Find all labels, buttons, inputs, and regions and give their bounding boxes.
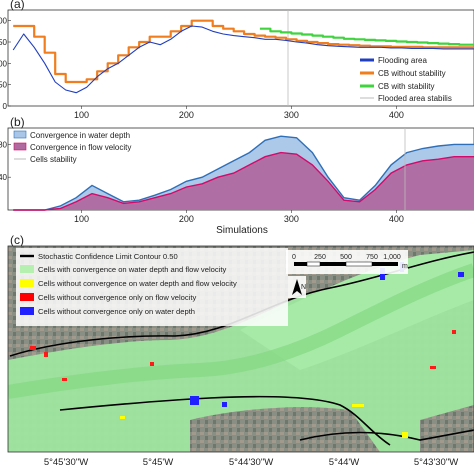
scale-label-250: 250 bbox=[314, 254, 326, 261]
panel-a-label: (a) bbox=[10, 0, 25, 11]
legend-yellow-swatch bbox=[20, 279, 34, 287]
panel-a-xtick: 100 bbox=[74, 110, 89, 120]
scale-seg-5 bbox=[372, 262, 398, 266]
panel-a-ytick: 50 bbox=[0, 38, 8, 47]
legend-yellow-label: Cells without convergence on water depth… bbox=[38, 279, 237, 288]
panel-a-xtick: 400 bbox=[389, 110, 404, 120]
scale-bar: 0 250 500 750 1,000 m bbox=[286, 250, 408, 274]
legend-vel-swatch bbox=[13, 142, 27, 151]
legend-depth-label: Convergence in water depth bbox=[30, 131, 130, 140]
legend-vel-label: Convergence in flow velocity bbox=[30, 143, 131, 152]
area-convergence-in-flow-velocity bbox=[13, 152, 474, 210]
scale-seg-3 bbox=[320, 262, 346, 266]
series-cb-without-stability bbox=[13, 19, 474, 84]
panel-a-ytick: 00 bbox=[0, 17, 8, 26]
panel-b-xtick: 200 bbox=[179, 214, 194, 224]
north-label: N bbox=[301, 284, 306, 291]
panel-b-xticks: 100 200 300 400 bbox=[74, 210, 404, 224]
panel-a-ytick: 0 bbox=[3, 102, 8, 111]
urban-south bbox=[190, 407, 380, 452]
scale-seg-2 bbox=[306, 261, 321, 267]
legend-red-swatch bbox=[20, 293, 34, 301]
map-frame bbox=[7, 245, 474, 453]
scale-label-0: 0 bbox=[292, 254, 296, 261]
series-cb-with-stability bbox=[259, 27, 474, 46]
legend-green-swatch bbox=[20, 265, 34, 273]
north-arrow: N bbox=[288, 276, 306, 298]
scale-unit: m bbox=[402, 263, 408, 270]
panel-b-legend: Convergence in water depth Convergence i… bbox=[13, 130, 131, 164]
panel-c-label: (c) bbox=[10, 233, 24, 247]
legend-cb-without-label: CB without stability bbox=[378, 69, 446, 78]
legend-depth-swatch bbox=[13, 130, 27, 139]
legend-cb-with-label: CB with stability bbox=[378, 82, 434, 91]
legend-red-label: Cells without convergence only on flow v… bbox=[38, 293, 196, 302]
panel-c: (c) bbox=[7, 233, 474, 453]
legend-blue-label: Cells without convergence only on water … bbox=[38, 307, 195, 316]
legend-cells-stab-label: Cells stability bbox=[30, 155, 77, 164]
panel-b-xtick: 100 bbox=[74, 214, 89, 224]
legend-blue-swatch bbox=[20, 307, 34, 315]
panel-b-ytick: 40 bbox=[0, 173, 8, 182]
lon-label-5: 5°43'30"W bbox=[414, 457, 458, 468]
lon-label-2: 5°45'W bbox=[143, 457, 173, 468]
river-channel bbox=[8, 263, 474, 399]
line-convergence-in-water-depth bbox=[13, 135, 474, 211]
panel-a: (a) 00 50 00 50 0 Flooding area CB without s… bbox=[0, 0, 474, 111]
lon-label-3: 5°44'30"W bbox=[229, 457, 273, 468]
legend-stab-label: Flooded area stabilis bbox=[378, 94, 452, 103]
panel-a-series bbox=[12, 19, 474, 94]
panel-a-legend: Flooding area CB without stability CB wi… bbox=[360, 56, 452, 103]
panel-b-yticks: 80 40 bbox=[0, 140, 11, 182]
red-cells bbox=[30, 330, 456, 381]
north-arrow-icon bbox=[292, 279, 302, 295]
scale-label-1000: 1,000 bbox=[383, 254, 401, 261]
panel-b-xtick: 300 bbox=[284, 214, 299, 224]
longitude-labels: 5°45'30"W 5°45'W 5°44'30"W 5°44'W 5°43'3… bbox=[44, 457, 458, 468]
map-legend-box bbox=[16, 248, 288, 326]
panel-a-yticks: 00 50 00 50 0 bbox=[0, 17, 11, 111]
legend-contour-label: Stochastic Confidence Limit Contour 0.50 bbox=[38, 252, 178, 261]
panel-b-xtick: 400 bbox=[389, 214, 404, 224]
legend-flood-label: Flooding area bbox=[378, 56, 427, 65]
panel-a-xtick: 300 bbox=[284, 110, 299, 120]
legend-green-label: Cells with convergence on water depth an… bbox=[38, 265, 226, 274]
panel-a-frame bbox=[7, 9, 474, 107]
panel-a-xtick: 200 bbox=[179, 110, 194, 120]
scale-label-500: 500 bbox=[340, 254, 352, 261]
urban-southeast bbox=[420, 405, 474, 452]
panel-b: (b) 80 40 Convergence in water depth Conv… bbox=[0, 115, 474, 211]
panel-a-xticks: 100 200 300 400 bbox=[74, 106, 404, 120]
panel-b-series bbox=[13, 135, 474, 211]
x-axis-label: Simulations bbox=[216, 225, 268, 236]
series-flooding-area bbox=[12, 25, 474, 94]
panel-b-ytick: 80 bbox=[0, 140, 8, 149]
lon-label-4: 5°44'W bbox=[329, 457, 359, 468]
line-convergence-in-flow-velocity bbox=[13, 151, 474, 211]
map-legend: Stochastic Confidence Limit Contour 0.50… bbox=[16, 248, 288, 326]
scale-seg-4 bbox=[345, 261, 373, 267]
panel-a-ytick: 00 bbox=[0, 59, 8, 68]
scale-label-750: 750 bbox=[366, 254, 378, 261]
lon-label-1: 5°45'30"W bbox=[44, 457, 88, 468]
panel-a-ytick: 50 bbox=[0, 81, 8, 90]
yellow-cells bbox=[120, 404, 408, 438]
scale-seg-1 bbox=[294, 262, 307, 266]
floodplain-upper bbox=[240, 250, 474, 370]
panel-b-label: (b) bbox=[10, 115, 25, 129]
